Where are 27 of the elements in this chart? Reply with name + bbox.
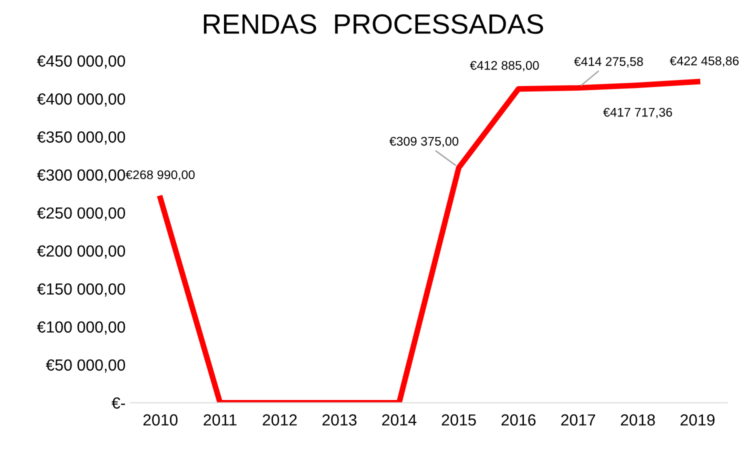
data-label: €412 885,00 <box>470 60 539 72</box>
data-label: €309 375,00 <box>389 136 458 148</box>
data-label: €417 717,36 <box>603 108 672 118</box>
y-tick-label: €100 000,00 <box>37 321 126 335</box>
y-tick-label: €150 000,00 <box>37 283 126 297</box>
x-tick-label: 2011 <box>204 414 236 426</box>
y-tick-label: €50 000,00 <box>46 359 126 373</box>
x-tick-label: 2010 <box>143 414 178 426</box>
x-tick-label: 2016 <box>502 414 536 426</box>
x-tick-label: 2017 <box>561 414 596 426</box>
x-tick-label: 2018 <box>620 414 655 426</box>
y-tick-label: €450 000,00 <box>37 55 126 69</box>
y-tick-label: €200 000,00 <box>37 245 126 259</box>
y-tick-label: €250 000,00 <box>37 207 126 221</box>
y-tick-label: €- <box>112 397 125 409</box>
y-tick-label: €300 000,00 <box>37 169 126 183</box>
x-tick-label: 2014 <box>382 414 416 426</box>
x-tick-label: 2019 <box>680 414 715 426</box>
y-tick-label: €350 000,00 <box>37 131 126 145</box>
x-tick-label: 2012 <box>262 414 297 426</box>
y-tick-label: €400 000,00 <box>37 93 126 107</box>
chart-title: RENDAS PROCESSADAS <box>204 14 544 34</box>
data-label: €422 458,86 <box>670 56 739 67</box>
data-label: €414 275,58 <box>574 57 643 68</box>
x-tick-label: 2015 <box>442 414 476 426</box>
data-label: €268 990,00 <box>126 170 195 181</box>
x-tick-label: 2013 <box>322 414 356 426</box>
